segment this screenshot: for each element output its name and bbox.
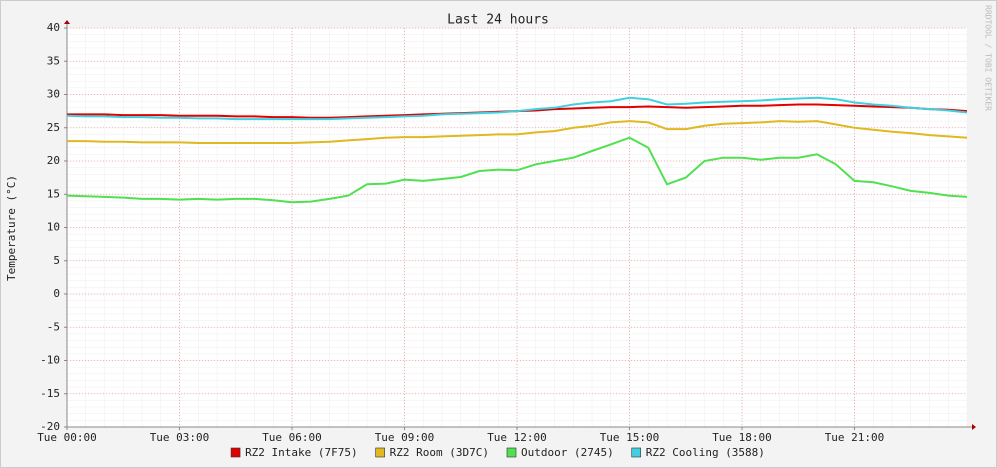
legend-label: RZ2 Cooling (3588) [646,446,765,459]
y-tick-label: -10 [40,354,60,367]
legend-label: RZ2 Room (3D7C) [390,446,489,459]
legend-swatch [506,447,517,458]
y-tick-label: 5 [53,254,60,267]
watermark: RRDTOOL / TOBI OETIKER [984,5,993,111]
x-tick-label: Tue 12:00 [487,431,547,444]
y-tick-label: 0 [53,287,60,300]
chart-title: Last 24 hours [447,13,549,28]
legend-label: Outdoor (2745) [521,446,614,459]
y-tick-label: 25 [47,121,60,134]
series-line [66,96,968,121]
x-tick-label: Tue 21:00 [825,431,885,444]
y-tick-label: 30 [47,88,60,101]
x-tick-label: Tue 00:00 [37,431,97,444]
y-tick-label: 10 [47,221,60,234]
y-axis-label: Temperature (°C) [5,175,18,281]
series-line [66,136,968,204]
axis-arrow [64,20,70,24]
y-tick-label: 15 [47,187,60,200]
y-tick-label: 35 [47,54,60,67]
series-line [67,120,968,144]
x-tick-label: Tue 03:00 [150,431,210,444]
y-tick-label: -20 [40,420,60,433]
axis-arrow [972,424,976,430]
y-tick-label: -5 [47,320,60,333]
legend-swatch [631,447,642,458]
y-tick-label: 20 [47,154,60,167]
legend-swatch [375,447,385,458]
legend-swatch [230,447,241,458]
y-tick-label: 40 [47,21,60,34]
y-tick-label: -15 [40,387,60,400]
x-tick-label: Tue 06:00 [262,431,322,444]
legend-label: RZ2 Intake (7F75) [245,446,358,459]
x-tick-label: Tue 09:00 [375,431,435,444]
x-tick-label: Tue 18:00 [712,431,772,444]
x-tick-label: Tue 15:00 [600,431,660,444]
